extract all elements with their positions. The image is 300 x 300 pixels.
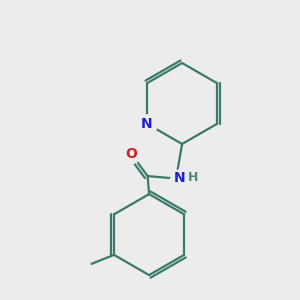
- Text: O: O: [125, 147, 137, 160]
- Text: H: H: [188, 171, 198, 184]
- Text: N: N: [141, 117, 153, 131]
- Text: N: N: [174, 172, 185, 185]
